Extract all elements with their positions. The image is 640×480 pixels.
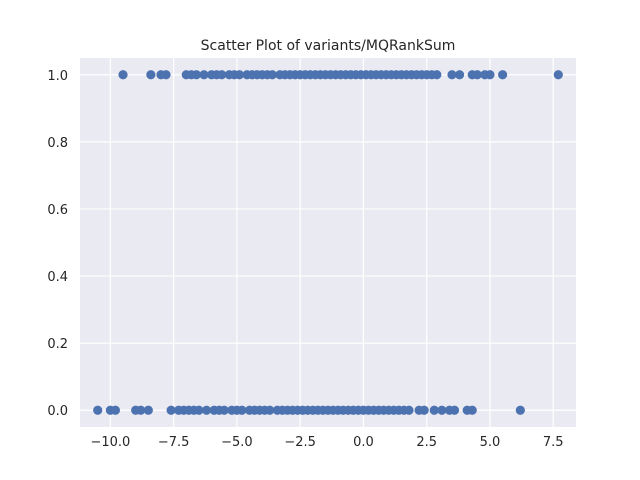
y-tick-label: 0.2 bbox=[47, 337, 68, 352]
plot-area bbox=[80, 58, 576, 427]
scatter-point bbox=[553, 70, 563, 80]
y-tick-label: 0.6 bbox=[47, 203, 68, 218]
y-axis-ticks: 0.0 0.2 0.4 0.6 0.8 1.0 bbox=[47, 69, 68, 419]
scatter-point bbox=[143, 405, 153, 415]
scatter-point bbox=[219, 405, 229, 415]
scatter-point bbox=[498, 70, 508, 80]
scatter-point bbox=[472, 70, 482, 80]
scatter-point bbox=[136, 405, 146, 415]
scatter-point bbox=[467, 405, 477, 415]
scatter-point bbox=[419, 405, 429, 415]
x-tick-label: −5.0 bbox=[221, 435, 253, 450]
scatter-point bbox=[146, 70, 156, 80]
scatter-point bbox=[437, 405, 447, 415]
scatter-point bbox=[199, 70, 209, 80]
y-tick-label: 0.4 bbox=[47, 270, 68, 285]
scatter-point bbox=[454, 70, 465, 80]
scatter-point bbox=[237, 405, 247, 415]
y-tick-label: 0.0 bbox=[47, 404, 68, 419]
scatter-point bbox=[449, 405, 460, 415]
x-tick-label: 7.5 bbox=[543, 435, 564, 450]
scatter-point bbox=[432, 70, 442, 80]
x-tick-label: −7.5 bbox=[158, 435, 190, 450]
scatter-point bbox=[485, 70, 495, 80]
x-tick-label: 5.0 bbox=[480, 435, 501, 450]
scatter-point bbox=[166, 405, 176, 415]
chart-title: Scatter Plot of variants/MQRankSum bbox=[201, 38, 456, 54]
scatter-point bbox=[429, 405, 439, 415]
y-tick-label: 1.0 bbox=[47, 69, 68, 84]
scatter-point bbox=[118, 70, 128, 80]
scatter-point bbox=[447, 70, 457, 80]
scatter-point bbox=[404, 405, 414, 415]
scatter-point bbox=[110, 405, 121, 415]
x-tick-label: −10.0 bbox=[90, 435, 130, 450]
data-points bbox=[93, 70, 563, 415]
scatter-point bbox=[267, 70, 277, 80]
x-tick-label: 0.0 bbox=[353, 435, 374, 450]
scatter-point bbox=[234, 70, 245, 80]
scatter-point bbox=[515, 405, 525, 415]
scatter-point bbox=[93, 405, 103, 415]
scatter-point bbox=[265, 405, 275, 415]
scatter-point bbox=[161, 70, 171, 80]
x-tick-label: −2.5 bbox=[284, 435, 316, 450]
x-axis-ticks: −10.0 −7.5 −5.0 −2.5 0.0 2.5 5.0 7.5 bbox=[90, 435, 563, 450]
scatter-point bbox=[194, 405, 204, 415]
y-tick-label: 0.8 bbox=[47, 136, 68, 151]
x-tick-label: 2.5 bbox=[416, 435, 437, 450]
scatter-point bbox=[217, 70, 227, 80]
scatter-point bbox=[201, 405, 212, 415]
scatter-point bbox=[191, 70, 202, 80]
